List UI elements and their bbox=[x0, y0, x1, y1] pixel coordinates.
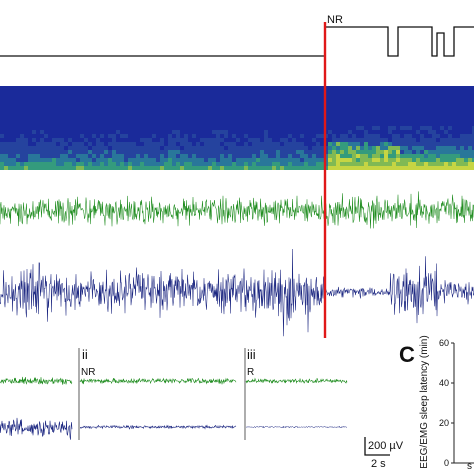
hypnogram-nr-label: NR bbox=[327, 14, 343, 26]
hypnogram-trace bbox=[0, 26, 474, 57]
inset-i-emg-trace bbox=[0, 376, 73, 385]
panel-c-y-axis: 60 40 20 0 bbox=[439, 338, 474, 468]
emg-trace bbox=[0, 191, 474, 229]
eeg-trace bbox=[0, 248, 474, 337]
panel-c-ytick-label: 60 bbox=[439, 338, 449, 348]
panel-c-xtick-fragment: s bbox=[467, 461, 472, 472]
panel-c-ylabel: EEG/EMG sleep latency (min) bbox=[419, 335, 430, 468]
inset-ii-state-label: NR bbox=[81, 367, 95, 378]
scale-bar-time-label: 2 s bbox=[371, 458, 386, 470]
inset-ii-emg-trace bbox=[79, 377, 237, 385]
panel-c-letter: C bbox=[399, 342, 415, 367]
panel-c-ytick-label: 20 bbox=[439, 418, 449, 428]
inset-iii-eeg-trace bbox=[245, 425, 348, 429]
panel-c-ytick-label: 0 bbox=[444, 458, 449, 468]
inset-iii-state-label: R bbox=[247, 367, 254, 378]
inset-i-eeg-trace bbox=[0, 417, 73, 440]
inset-ii-label: ii bbox=[82, 347, 88, 362]
eeg-spectrogram bbox=[0, 86, 474, 170]
scale-bar-amplitude-label: 200 µV bbox=[368, 440, 404, 452]
panel-c-xlabel-fragment: m bbox=[462, 472, 470, 474]
panel-c-ytick-label: 40 bbox=[439, 378, 449, 388]
scale-bar bbox=[364, 437, 390, 456]
inset-iii-emg-trace bbox=[245, 377, 348, 384]
inset-iii-label: iii bbox=[247, 347, 256, 362]
inset-ii-eeg-trace bbox=[80, 424, 237, 430]
